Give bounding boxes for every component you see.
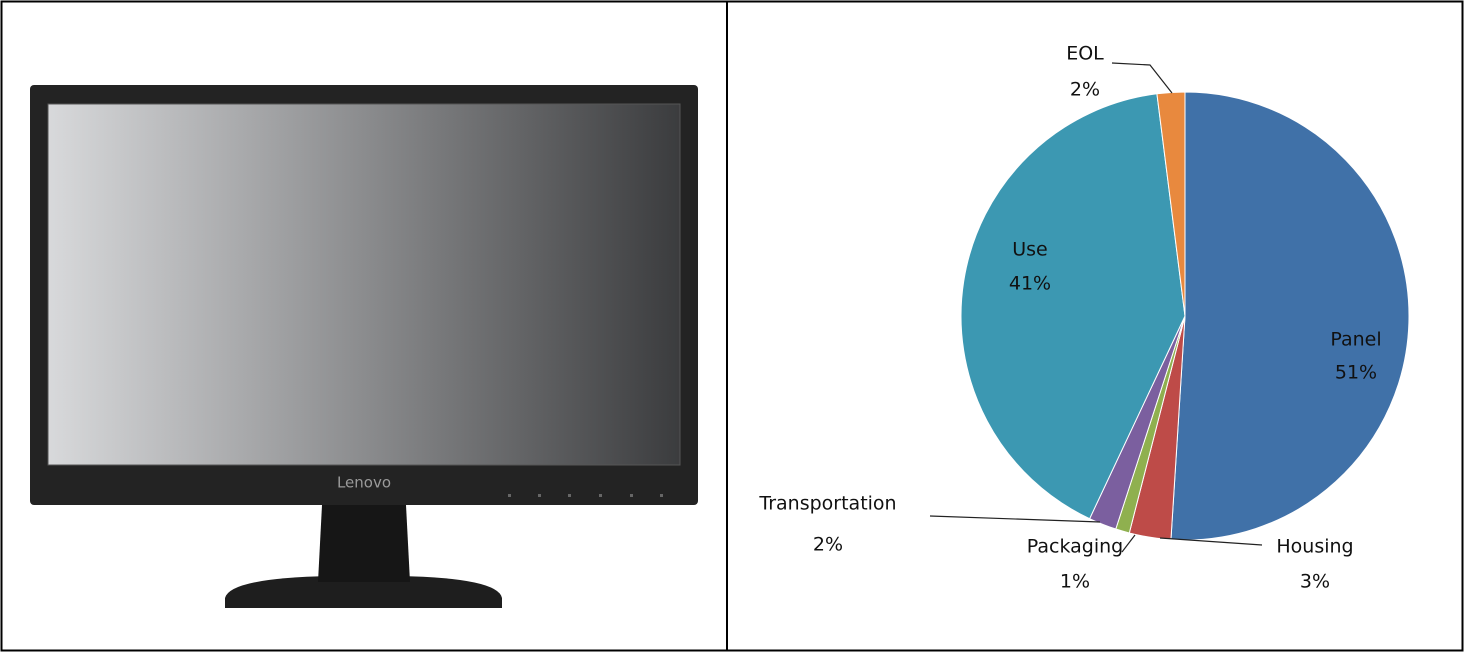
- slice-value-label: 41%: [1009, 273, 1051, 295]
- slice-label: Housing: [1276, 536, 1353, 558]
- slice-label: Use: [1012, 239, 1048, 261]
- leader-line: [929, 515, 1101, 523]
- pie-slice: [1170, 91, 1410, 541]
- screen: [47, 103, 681, 466]
- leader-line: [1111, 62, 1173, 94]
- slice-value-label: 1%: [1060, 571, 1090, 593]
- slice-value-label: 3%: [1300, 571, 1330, 593]
- stand-neck: [318, 505, 410, 582]
- slice-value-label: 2%: [1070, 79, 1100, 101]
- leader-line: [1121, 534, 1136, 553]
- slice-label: Transportation: [758, 493, 896, 515]
- brand-logo: Lenovo: [337, 474, 391, 492]
- pie-slice: [960, 93, 1186, 520]
- slice-value-label: 2%: [813, 534, 843, 556]
- stand-base: [225, 576, 502, 608]
- leader-line: [1159, 537, 1263, 546]
- slice-label: EOL: [1066, 43, 1104, 65]
- buttons: [508, 494, 663, 497]
- monitor-image: Lenovo: [30, 85, 698, 608]
- slice-value-label: 51%: [1335, 362, 1377, 384]
- pie-chart: Panel 51% Housing 3% Packaging 1% Transportati…: [758, 43, 1410, 593]
- slice-label: Packaging: [1027, 536, 1123, 558]
- slice-label: Panel: [1330, 329, 1381, 351]
